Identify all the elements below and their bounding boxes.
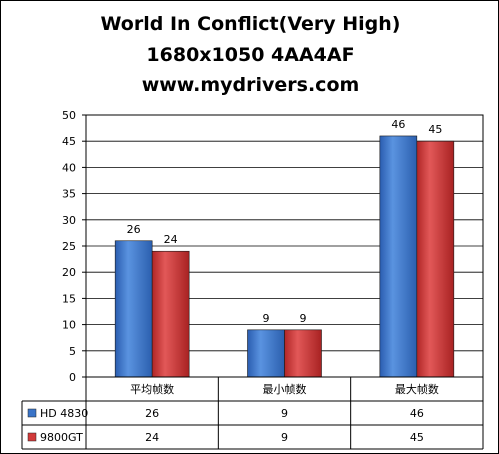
bar-hd4830 (247, 329, 285, 378)
y-tick-label: 5 (69, 345, 76, 358)
data-label: 45 (428, 123, 442, 136)
bar-9800gt (416, 140, 455, 378)
table-value: 26 (145, 407, 159, 420)
y-tick-label: 20 (62, 266, 76, 279)
y-tick-label: 25 (62, 240, 76, 253)
bar-9800gt (284, 329, 322, 378)
bar-9800gt (151, 250, 190, 378)
data-label: 9 (263, 312, 270, 325)
category-label: 最小帧数 (263, 382, 307, 396)
y-tick-label: 0 (69, 371, 76, 384)
category-label: 平均帧数 (130, 382, 174, 396)
data-label: 26 (127, 223, 141, 236)
chart-title-line-3: www.mydrivers.com (141, 74, 360, 96)
bar-hd4830 (379, 135, 418, 378)
table-value: 9 (281, 431, 288, 444)
bar-hd4830 (114, 240, 153, 378)
y-tick-label: 15 (62, 292, 76, 305)
data-label: 9 (300, 312, 307, 325)
legend-swatch (27, 408, 37, 418)
data-label: 24 (164, 233, 178, 246)
y-tick-label: 50 (62, 109, 76, 122)
table-value: 24 (145, 431, 159, 444)
legend-label: 9800GT (40, 431, 83, 444)
table-value: 45 (410, 431, 424, 444)
chart-title-line-1: World In Conflict(Very High) (100, 13, 401, 35)
legend-swatch (27, 432, 37, 442)
y-tick-label: 45 (62, 135, 76, 148)
data-label: 46 (391, 118, 405, 131)
category-label: 最大帧数 (395, 382, 439, 396)
table-value: 46 (410, 407, 424, 420)
table-value: 9 (281, 407, 288, 420)
y-tick-label: 10 (62, 319, 76, 332)
y-tick-label: 35 (62, 188, 76, 201)
legend-label: HD 4830 (40, 407, 88, 420)
chart-title-line-2: 1680x1050 4AA4AF (146, 44, 355, 66)
y-tick-label: 30 (62, 214, 76, 227)
y-tick-label: 40 (62, 161, 76, 174)
